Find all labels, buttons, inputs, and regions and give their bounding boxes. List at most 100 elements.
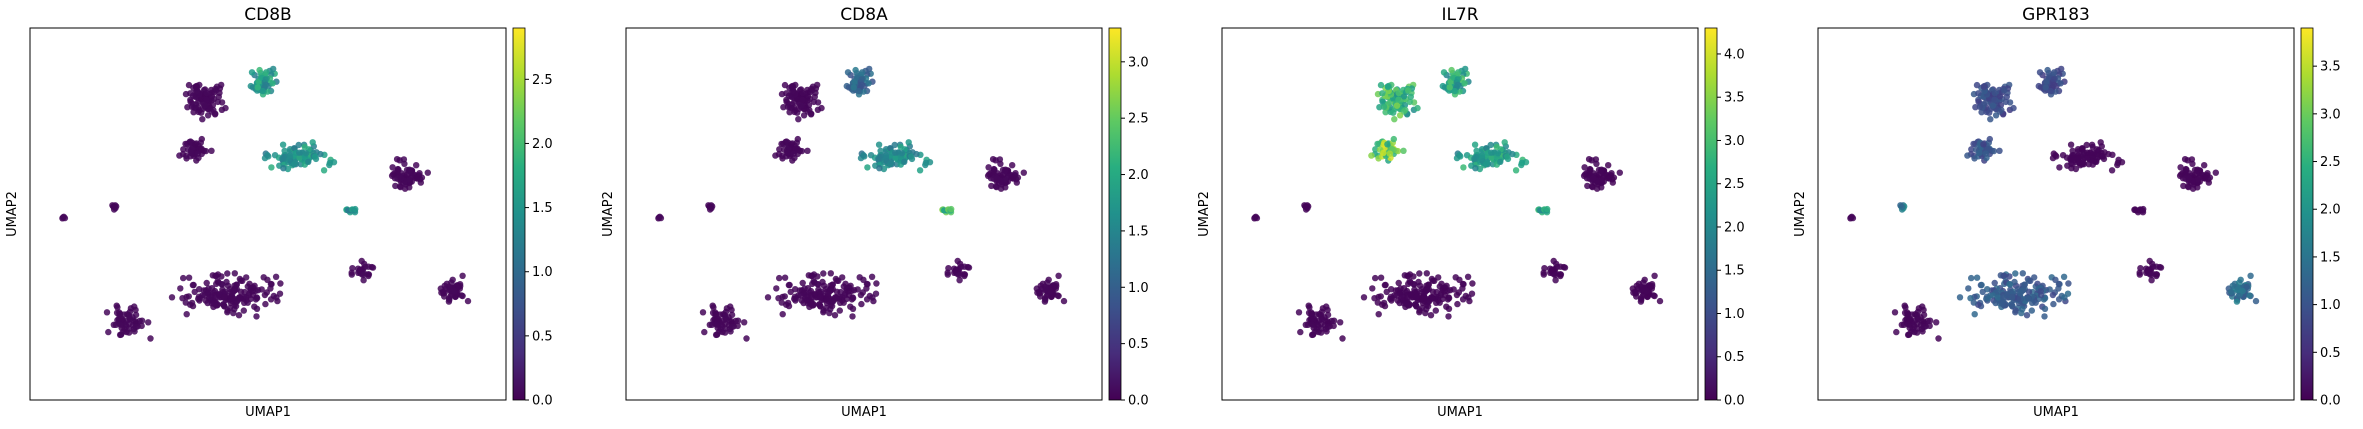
cell-point bbox=[188, 103, 196, 111]
cell-point bbox=[2055, 280, 2063, 288]
cell-point bbox=[2247, 272, 2254, 279]
cell-point bbox=[400, 156, 408, 163]
cell-point bbox=[296, 154, 303, 161]
cell-point bbox=[449, 276, 456, 283]
cell-point bbox=[2069, 147, 2076, 154]
cell-point bbox=[863, 296, 871, 303]
cell-point bbox=[1553, 260, 1560, 268]
cell-point bbox=[1967, 295, 1974, 302]
cell-point bbox=[1037, 282, 1044, 289]
cell-point bbox=[424, 169, 431, 176]
cell-point bbox=[1992, 112, 2000, 119]
cell-point bbox=[1986, 109, 1993, 116]
cell-point bbox=[1422, 309, 1429, 317]
cell-point bbox=[864, 164, 871, 171]
cell-point bbox=[262, 81, 269, 89]
cell-point bbox=[776, 274, 783, 282]
colorbar-tick-label: 1.5 bbox=[532, 201, 553, 216]
cell-point bbox=[211, 300, 218, 307]
cell-point bbox=[1459, 280, 1467, 288]
colorbar-tick-label: 0.0 bbox=[2320, 394, 2341, 409]
cell-point bbox=[264, 152, 271, 159]
cell-point bbox=[805, 101, 813, 109]
colorbar-tick-label: 1.0 bbox=[2320, 298, 2341, 313]
cell-point bbox=[849, 305, 857, 312]
cell-point bbox=[1388, 295, 1396, 302]
cell-point bbox=[1472, 165, 1479, 172]
cell-point bbox=[2212, 169, 2219, 176]
colorbar bbox=[512, 27, 526, 401]
cell-point bbox=[248, 69, 256, 76]
cell-point bbox=[1398, 294, 1406, 301]
cell-point bbox=[1970, 140, 1977, 148]
x-axis-label: UMAP1 bbox=[2033, 405, 2079, 420]
cell-point bbox=[2009, 293, 2016, 301]
colorbar-tick-label: 1.0 bbox=[1724, 307, 1745, 322]
cell-point bbox=[2229, 282, 2236, 289]
cell-point bbox=[1393, 292, 1400, 299]
cell-point bbox=[2044, 66, 2051, 74]
cell-point bbox=[2036, 69, 2044, 76]
cell-point bbox=[956, 277, 963, 284]
cell-point bbox=[1009, 174, 1017, 181]
cell-point bbox=[418, 174, 426, 181]
cell-point bbox=[1429, 288, 1437, 295]
cell-point bbox=[891, 141, 898, 149]
cell-point bbox=[781, 81, 789, 89]
cell-point bbox=[1647, 283, 1654, 291]
cell-point bbox=[440, 288, 447, 296]
cell-point bbox=[1396, 299, 1403, 307]
cell-point bbox=[2001, 87, 2008, 94]
umap-panel: GPR183 UMAP1 UMAP2 0.0 0.5 1.0 1.5 2.0 2.5 3.0 3.5 bbox=[1793, 5, 2341, 420]
cell-point bbox=[2243, 283, 2250, 291]
colorbar-tick-label: 0.0 bbox=[532, 394, 553, 409]
cell-point bbox=[1060, 297, 1068, 305]
cell-point bbox=[1512, 167, 1520, 174]
cell-point bbox=[188, 149, 195, 157]
cell-point bbox=[1372, 146, 1379, 153]
cell-point bbox=[1551, 271, 1559, 279]
cell-point bbox=[302, 150, 310, 157]
cell-point bbox=[1989, 102, 1997, 109]
x-axis-label: UMAP1 bbox=[245, 405, 291, 420]
cell-point bbox=[799, 96, 806, 104]
cell-point bbox=[2028, 307, 2036, 314]
cell-point bbox=[832, 295, 840, 302]
cell-point bbox=[1933, 319, 1940, 326]
cell-point bbox=[1014, 174, 1022, 181]
cell-point bbox=[1501, 139, 1508, 146]
cell-point bbox=[357, 267, 364, 274]
cell-point bbox=[256, 66, 263, 74]
cell-point bbox=[986, 171, 993, 178]
cell-point bbox=[1984, 295, 1992, 302]
panel-title: GPR183 bbox=[2022, 5, 2090, 25]
cell-point bbox=[1991, 96, 1998, 104]
cell-point bbox=[787, 288, 794, 296]
cell-point bbox=[784, 103, 792, 111]
cell-point bbox=[1055, 272, 1062, 279]
cell-point bbox=[1976, 103, 1984, 111]
cell-point bbox=[231, 270, 238, 277]
colorbar-tick-label: 1.0 bbox=[532, 265, 553, 280]
cell-point bbox=[413, 162, 420, 169]
cell-point bbox=[1301, 202, 1308, 209]
colorbar-tick-label: 2.0 bbox=[532, 137, 553, 152]
cell-point bbox=[1968, 274, 1975, 282]
cell-point bbox=[198, 109, 205, 116]
cell-point bbox=[1042, 285, 1050, 292]
cell-point bbox=[953, 267, 960, 274]
cell-point bbox=[1427, 312, 1435, 319]
cell-point bbox=[2068, 165, 2075, 172]
cell-point bbox=[185, 81, 193, 89]
colorbar-tick-label: 1.0 bbox=[1128, 281, 1149, 296]
cell-point bbox=[2080, 159, 2087, 166]
cell-point bbox=[2114, 161, 2121, 169]
cell-point bbox=[1497, 158, 1504, 165]
cell-point bbox=[1893, 328, 1900, 336]
cell-point bbox=[1374, 140, 1381, 148]
cell-point bbox=[1251, 214, 1259, 221]
cell-point bbox=[961, 272, 968, 280]
cell-point bbox=[852, 66, 859, 74]
cell-point bbox=[244, 299, 251, 306]
cell-point bbox=[1414, 104, 1421, 112]
